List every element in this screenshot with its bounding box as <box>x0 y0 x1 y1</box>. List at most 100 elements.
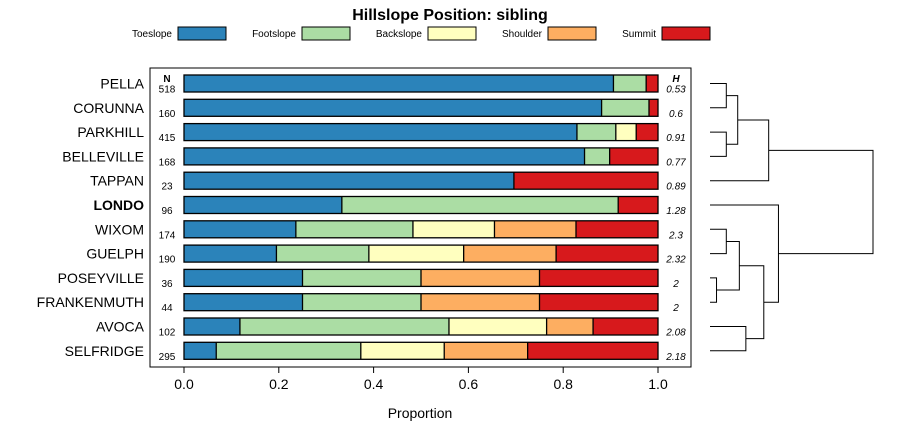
bar-segment-summit <box>636 123 658 141</box>
n-value: 23 <box>161 182 173 193</box>
chart-title: Hillslope Position: sibling <box>352 7 548 24</box>
h-value: 0.53 <box>666 85 686 96</box>
legend-swatch <box>661 26 711 41</box>
bar-segment-shoulder <box>421 293 540 311</box>
row-label: CORUNNA <box>73 100 144 116</box>
legend-label: Footslope <box>252 29 296 40</box>
n-value: 160 <box>159 109 176 120</box>
bar-segment-summit <box>556 245 658 263</box>
bar-outline <box>183 317 659 336</box>
bar-segment-footslope <box>216 342 361 360</box>
x-tick-label: 0.8 <box>553 376 573 392</box>
bar-segment-toeslope <box>184 123 577 141</box>
bar-segment-backslope <box>615 123 637 141</box>
x-tick-label: 0.2 <box>269 376 289 392</box>
bar-segment-summit <box>648 99 658 117</box>
bar-outline <box>183 195 659 215</box>
h-value: 0.89 <box>666 182 686 193</box>
legend-label: Summit <box>622 29 656 40</box>
x-axis-label: Proportion <box>388 405 453 421</box>
row-label: PELLA <box>100 76 144 92</box>
n-value: 96 <box>161 206 173 217</box>
bar-segment-toeslope <box>184 269 303 287</box>
dendrogram-link <box>710 277 718 303</box>
row-label: POSEYVILLE <box>58 270 144 286</box>
bar-segment-shoulder <box>421 269 540 287</box>
bar-outline <box>183 98 659 117</box>
dendrogram-link <box>716 240 740 291</box>
bar-segment-footslope <box>302 293 421 311</box>
h-value: 2.32 <box>665 255 686 266</box>
row-label: LONDO <box>93 197 144 213</box>
bar-rows: PELLA 518 0.53 CORUNNA 160 0.6 PARKHILL 415 0.91… <box>37 74 686 363</box>
n-value: 295 <box>159 352 176 363</box>
bar-outline <box>183 122 659 142</box>
n-value: 36 <box>161 279 173 290</box>
bar-segment-summit <box>593 318 658 335</box>
legend-label: Shoulder <box>502 29 543 40</box>
bar-segment-toeslope <box>184 99 602 117</box>
bar-segment-summit <box>527 342 658 360</box>
bar-segment-toeslope <box>184 318 240 335</box>
bar-outline <box>183 220 659 239</box>
bar-segment-footslope <box>584 147 610 165</box>
bar-segment-toeslope <box>184 172 514 190</box>
bar-segment-backslope <box>448 318 547 335</box>
legend-label: Toeslope <box>132 29 172 40</box>
dendrogram-link <box>768 149 874 255</box>
n-value: 44 <box>161 303 173 314</box>
h-value: 2.18 <box>665 352 686 363</box>
bar-segment-footslope <box>601 99 649 117</box>
bar-outline <box>183 171 659 190</box>
plot-frame <box>149 67 692 368</box>
bar-outline <box>183 147 659 166</box>
dendrogram-link <box>710 131 727 157</box>
bar-segment-footslope <box>613 75 647 92</box>
bar-segment-summit <box>618 196 658 214</box>
row-label: FRANKENMUTH <box>37 294 144 310</box>
row-label: WIXOM <box>95 221 144 237</box>
x-tick-label: 0.4 <box>364 376 384 392</box>
bar-segment-footslope <box>239 318 449 335</box>
x-tick-label: 1.0 <box>648 376 668 392</box>
h-value: 2 <box>672 279 679 290</box>
dendrogram-link <box>710 228 727 255</box>
bar-segment-backslope <box>412 220 495 238</box>
bar-segment-backslope <box>368 245 464 263</box>
bar-segment-summit <box>575 220 658 238</box>
n-value: 415 <box>159 133 176 144</box>
legend-swatch <box>547 26 597 41</box>
h-value: 2 <box>672 303 679 314</box>
bar-outline <box>183 74 659 93</box>
x-tick-label: 0.6 <box>459 376 479 392</box>
dendrogram <box>710 83 874 352</box>
bar-segment-footslope <box>302 269 421 287</box>
bar-outline <box>183 244 659 263</box>
row-label: AVOCA <box>96 319 145 335</box>
bar-segment-backslope <box>360 342 445 360</box>
x-tick-label: 0.0 <box>174 376 194 392</box>
h-value: 2.3 <box>668 230 683 241</box>
row-label: PARKHILL <box>77 124 144 140</box>
bar-outline <box>183 341 659 360</box>
row-label: TAPPAN <box>90 173 144 189</box>
bar-segment-footslope <box>276 245 369 263</box>
legend-swatch <box>301 26 351 41</box>
dendrogram-link <box>710 83 727 109</box>
row-label: SELFRIDGE <box>65 343 144 359</box>
h-value: 0.6 <box>669 109 683 120</box>
legend-swatch <box>427 26 477 41</box>
dendrogram-link <box>710 326 747 352</box>
n-value: 102 <box>159 328 176 339</box>
n-value: 518 <box>159 85 176 96</box>
bar-segment-footslope <box>295 220 413 238</box>
dendrogram-link <box>726 95 739 145</box>
bar-segment-toeslope <box>184 245 277 263</box>
h-value: 0.77 <box>666 157 686 168</box>
bar-segment-shoulder <box>463 245 557 263</box>
n-value: 168 <box>159 157 176 168</box>
h-value: 0.91 <box>666 133 685 144</box>
bar-segment-toeslope <box>184 75 614 92</box>
dendrogram-link <box>739 265 765 340</box>
bar-segment-shoulder <box>444 342 528 360</box>
